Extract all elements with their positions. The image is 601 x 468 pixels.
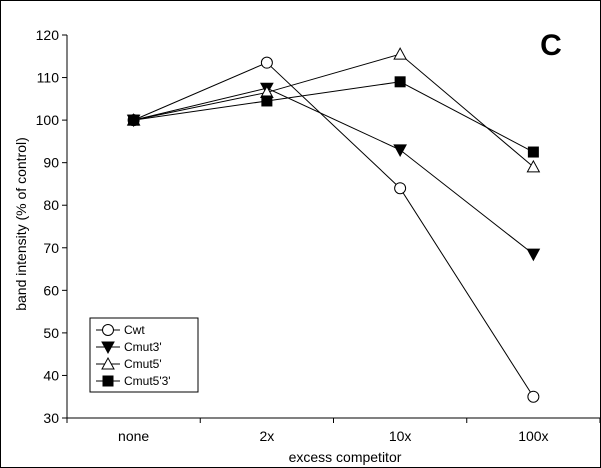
series-line bbox=[133, 62, 534, 397]
data-point bbox=[527, 390, 540, 403]
data-point bbox=[394, 182, 407, 195]
series-4 bbox=[128, 76, 539, 158]
x-tick-label: 100x bbox=[518, 428, 548, 444]
legend-label: Cmut3' bbox=[124, 340, 162, 354]
legend-label: Cmut5' bbox=[124, 357, 162, 371]
y-tick-label: 110 bbox=[37, 70, 60, 86]
x-tick-label: 10x bbox=[389, 428, 412, 444]
data-point bbox=[393, 144, 407, 157]
legend-marker bbox=[101, 356, 115, 370]
y-tick-label: 40 bbox=[43, 367, 59, 383]
y-tick-label: 30 bbox=[43, 410, 59, 426]
x-tick-label: 2x bbox=[259, 428, 274, 444]
legend-label: Cwt bbox=[124, 323, 145, 337]
series-line bbox=[133, 87, 534, 255]
series-line bbox=[133, 53, 534, 168]
legend-marker bbox=[102, 375, 114, 387]
panel-label: C bbox=[540, 29, 562, 62]
series-2 bbox=[126, 82, 541, 262]
y-tick-label: 100 bbox=[36, 112, 60, 128]
legend-marker bbox=[102, 324, 114, 336]
data-point bbox=[526, 159, 541, 173]
y-tick-label: 120 bbox=[36, 27, 60, 43]
data-point bbox=[260, 56, 273, 69]
data-point bbox=[393, 47, 407, 60]
legend-label: Cmut5'3' bbox=[124, 374, 171, 388]
data-point bbox=[261, 95, 273, 107]
series-3 bbox=[126, 47, 541, 173]
data-point bbox=[526, 248, 541, 262]
x-tick-label: none bbox=[118, 428, 149, 444]
y-axis-title: band intensity (% of control) bbox=[13, 137, 29, 311]
x-axis-ticks: none 2x 10x 100x bbox=[66, 418, 601, 444]
x-axis-title: excess competitor bbox=[289, 449, 402, 465]
y-tick-label: 80 bbox=[43, 197, 59, 213]
y-tick-label: 70 bbox=[43, 240, 59, 256]
series-layer bbox=[126, 47, 541, 403]
y-tick-label: 60 bbox=[43, 282, 59, 298]
y-tick-label: 90 bbox=[43, 155, 59, 171]
y-axis-ticks: 30 40 50 60 70 80 90 100 110 120 bbox=[36, 27, 67, 426]
data-point bbox=[394, 76, 406, 88]
series-line bbox=[133, 81, 534, 153]
y-tick-label: 50 bbox=[43, 325, 59, 341]
data-point bbox=[527, 146, 539, 158]
data-point bbox=[128, 114, 140, 126]
legend-marker bbox=[101, 341, 115, 355]
legend: Cwt Cmut3' Cmut5' Cmut5'3' bbox=[89, 317, 199, 393]
